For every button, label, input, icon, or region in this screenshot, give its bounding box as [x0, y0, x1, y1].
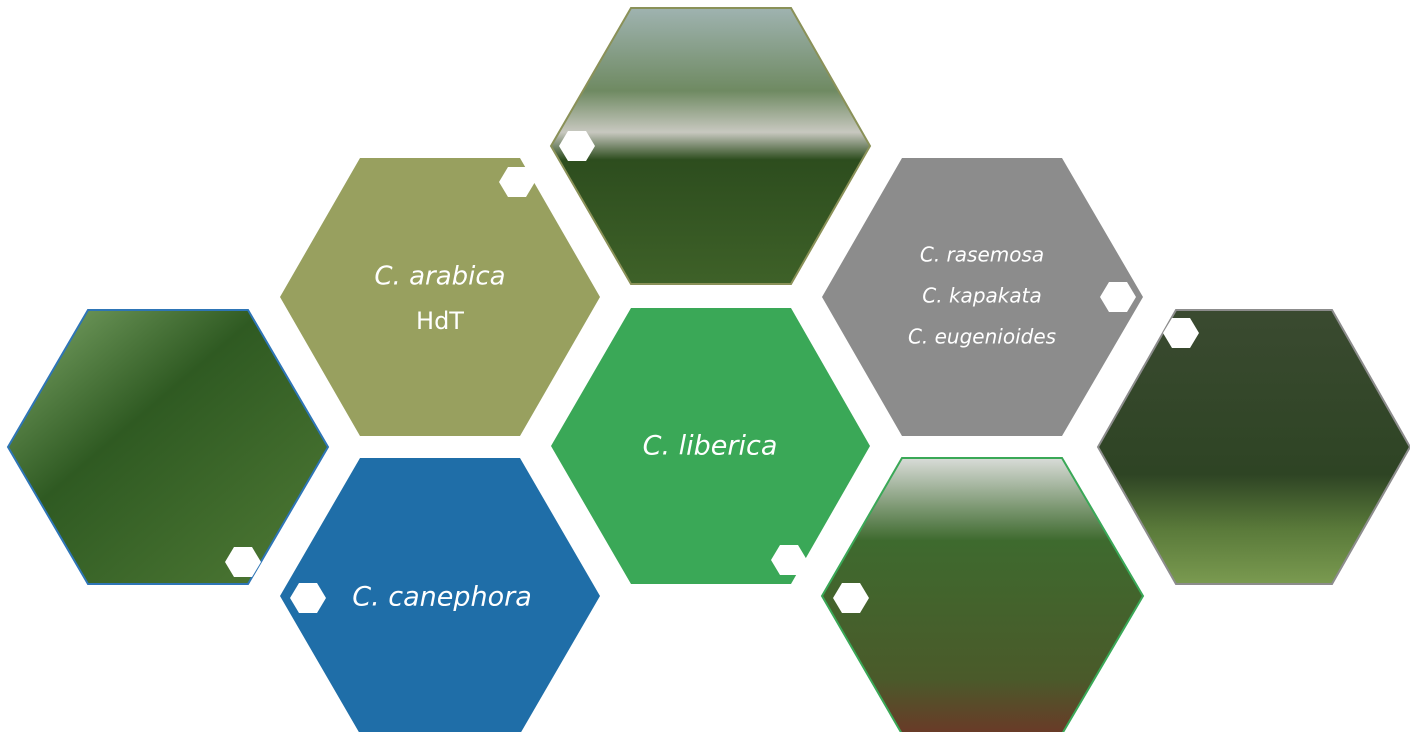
small-hexagon	[771, 545, 807, 575]
species-label: C. canephora	[352, 582, 532, 613]
species-label: C. eugenioides	[908, 325, 1056, 349]
small-hexagon	[499, 167, 535, 197]
species-label: C. arabica	[374, 262, 505, 292]
small-hexagon	[1163, 318, 1199, 348]
small-hexagon	[833, 583, 869, 613]
photo-hexagon	[820, 457, 1145, 732]
canephora-hexagon	[280, 458, 600, 732]
arabica-hexagon	[280, 158, 600, 436]
photo-hexagon	[549, 7, 872, 285]
photo-hexagon	[1096, 309, 1410, 585]
small-hexagon	[559, 131, 595, 161]
photo-hexagon	[6, 309, 330, 585]
species-label: C. rasemosa	[920, 243, 1044, 267]
rasemosa-hexagon	[822, 158, 1143, 436]
small-hexagons	[225, 131, 1199, 613]
species-label: HdT	[416, 307, 464, 335]
species-label: C. liberica	[643, 431, 778, 462]
small-hexagon	[290, 583, 326, 613]
small-hexagon	[1100, 282, 1136, 312]
liberica-hexagon	[551, 308, 870, 584]
small-hexagon	[225, 547, 261, 577]
species-label: C. kapakata	[922, 284, 1041, 308]
